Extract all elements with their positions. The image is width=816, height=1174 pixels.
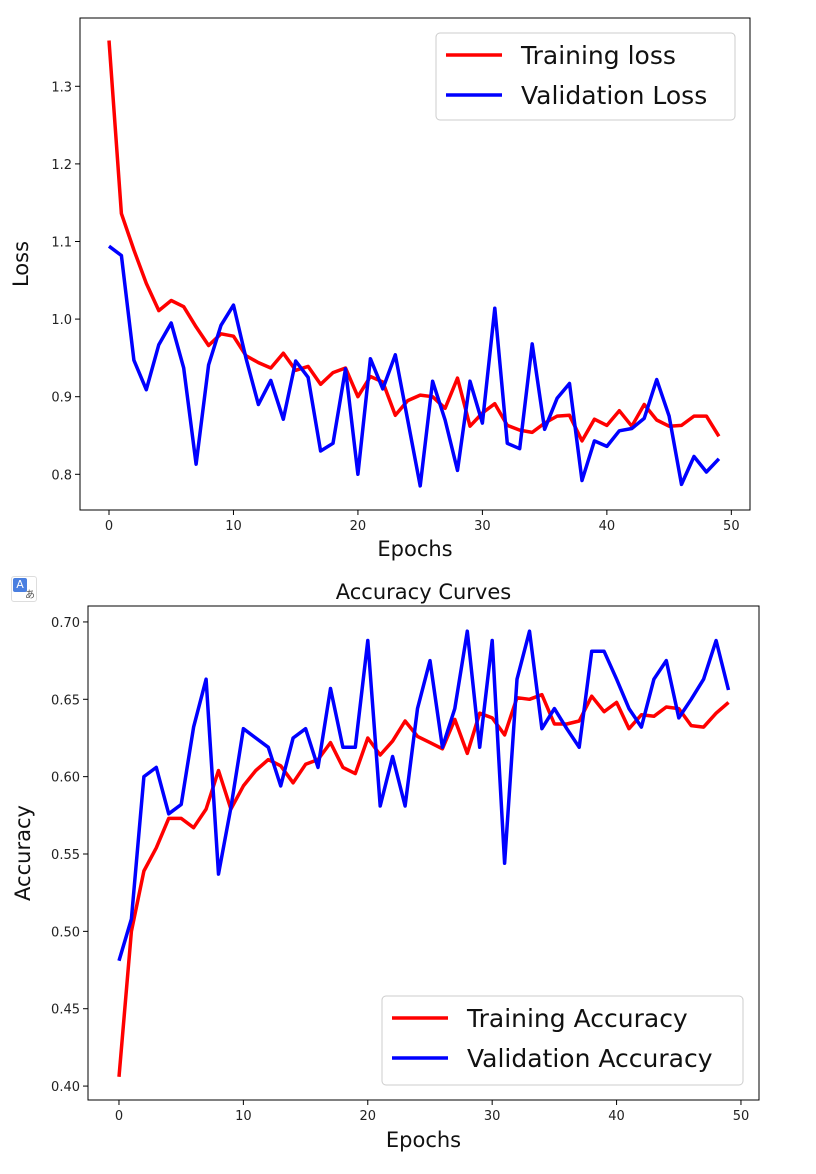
- y-tick-label: 0.8: [51, 468, 72, 483]
- y-tick-label: 0.40: [51, 1080, 80, 1095]
- y-axis-label: Accuracy: [11, 805, 35, 901]
- y-axis-label: Loss: [9, 241, 33, 287]
- accuracy-plot: 0 10 20 30 40 50 0.40 0.45 0.50 0.55 0.60 0.65 0.70 E…: [11, 580, 760, 1152]
- x-tick-label: 10: [235, 1109, 252, 1124]
- y-tick-label: 1.0: [51, 313, 72, 328]
- x-tick-label: 0: [115, 1109, 123, 1124]
- axes-frame: [87, 605, 760, 1101]
- x-tick-label: 30: [474, 519, 491, 534]
- y-tick-label: 1.1: [51, 235, 72, 250]
- y-tick-label: 1.3: [51, 80, 72, 95]
- legend-entry: Training loss: [520, 41, 676, 70]
- legend-entry: Validation Accuracy: [467, 1044, 713, 1073]
- x-axis-label: Epochs: [377, 537, 452, 561]
- y-tick-label: 0.45: [51, 1003, 80, 1018]
- x-tick-label: 30: [484, 1109, 501, 1124]
- series-line-validation-accuracy: [117, 629, 731, 962]
- x-tick-label: 20: [350, 519, 367, 534]
- series-line-training-loss: [107, 40, 721, 443]
- loss-plot: 0 10 20 30 40 50 0.8 0.9 1.0 1.1 1.2 1.3 Epochs Loss T…: [9, 17, 751, 561]
- legend: Training Accuracy Validation Accuracy: [381, 995, 744, 1086]
- x-tick-label: 20: [359, 1109, 376, 1124]
- y-tick-label: 0.60: [51, 771, 80, 786]
- x-tick-label: 0: [105, 519, 113, 534]
- x-tick-label: 10: [225, 519, 242, 534]
- y-tick-label: 0.9: [51, 391, 72, 406]
- y-tick-label: 0.55: [51, 848, 80, 863]
- series-line-validation-loss: [107, 244, 721, 488]
- y-tick-label: 1.2: [51, 158, 72, 173]
- chart-title: Accuracy Curves: [336, 580, 511, 604]
- x-tick-label: 50: [733, 1109, 750, 1124]
- y-tick-label: 0.50: [51, 925, 80, 940]
- x-tick-label: 40: [599, 519, 616, 534]
- y-tick-label: 0.65: [51, 693, 80, 708]
- legend-entry: Training Accuracy: [466, 1004, 688, 1033]
- series-line-training-accuracy: [117, 692, 730, 1077]
- x-tick-label: 40: [608, 1109, 625, 1124]
- legend: Training loss Validation Loss: [435, 32, 736, 121]
- legend-box: [381, 995, 744, 1086]
- x-axis-label: Epochs: [386, 1128, 461, 1152]
- x-tick-label: 50: [723, 519, 740, 534]
- axes-frame: [79, 17, 751, 511]
- legend-box: [435, 32, 736, 121]
- y-tick-label: 0.70: [51, 616, 80, 631]
- legend-entry: Validation Loss: [521, 81, 707, 110]
